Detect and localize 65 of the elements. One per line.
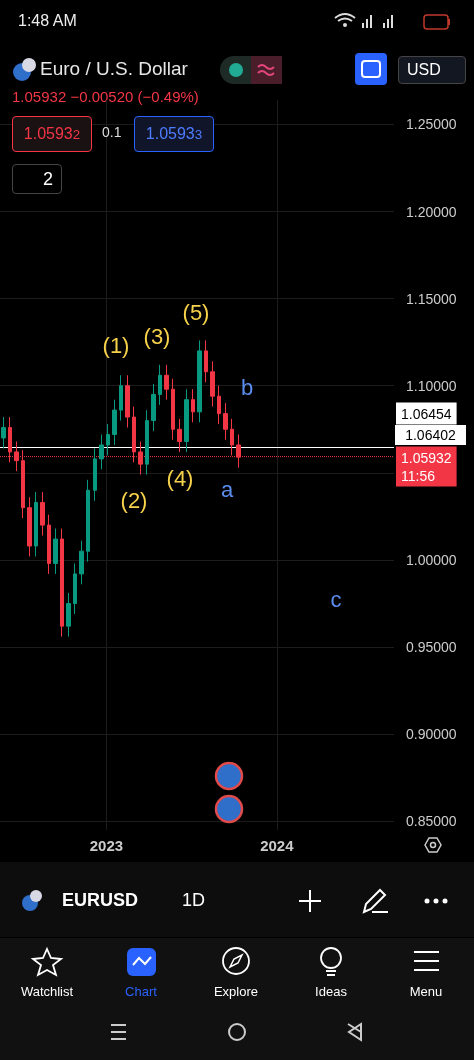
x-tick-label: 2023 (89, 837, 124, 854)
text: EURUSD (62, 890, 139, 911)
candlestick (197, 339, 202, 423)
y-tick-label: 0.85000 (406, 813, 457, 830)
text: 1.06402 (395, 425, 466, 445)
candlestick (34, 491, 38, 557)
annotation: 0.1 (102, 124, 122, 140)
candlestick (204, 339, 208, 383)
candlestick (210, 360, 215, 408)
annotation: (3) (143, 324, 171, 350)
y-tick-label: 1.00000 (406, 551, 457, 568)
annotation: a (220, 477, 234, 503)
text: USD (398, 56, 466, 84)
chart-title: Euro / U.S. Dollar (40, 58, 188, 80)
text: Chart (124, 984, 158, 999)
candlestick (66, 592, 71, 638)
ref-line-label: 1.05932 11:56 (401, 449, 452, 484)
candlestick (223, 402, 228, 441)
y-tick-label: 1.15000 (406, 290, 457, 307)
y-tick-label: 1.20000 (406, 203, 457, 220)
text: Explore (212, 984, 260, 999)
candlestick (112, 399, 117, 446)
candlestick (184, 388, 189, 453)
candlestick (177, 418, 182, 453)
y-tick-label: 1.25000 (406, 116, 457, 133)
annotation: (2) (120, 488, 148, 514)
text: Watchlist (19, 984, 75, 999)
candlestick (1, 416, 6, 449)
candlestick (53, 528, 58, 575)
candlestick (125, 374, 130, 429)
candlestick (73, 562, 77, 615)
candlestick (191, 388, 195, 423)
candlestick (79, 540, 84, 585)
candlestick (99, 434, 104, 470)
candlestick (151, 383, 156, 432)
candlestick (171, 378, 175, 441)
annotation: (1) (102, 333, 130, 359)
candlestick (47, 514, 51, 575)
candlestick (119, 374, 123, 422)
candlestick (106, 423, 110, 456)
text: Ideas (314, 984, 348, 999)
candlestick (86, 479, 90, 563)
ref-line-label: 1.06454 (401, 405, 452, 422)
y-tick-label: 0.90000 (406, 726, 457, 743)
candlestick (93, 447, 97, 502)
y-tick-label: 1.10000 (406, 377, 457, 394)
candlestick (217, 385, 221, 425)
y-tick-label: 0.95000 (406, 639, 457, 656)
annotation: b (240, 375, 254, 401)
chart-subtitle: 1.05932 −0.00520 (−0.49%) (12, 88, 199, 105)
candlestick (158, 364, 162, 406)
annotation: 2 (12, 164, 62, 194)
candlestick (60, 528, 64, 638)
x-tick-label: 2024 (260, 837, 295, 854)
candlestick (145, 409, 149, 476)
annotation: (4) (166, 466, 194, 492)
candlestick (164, 364, 169, 401)
candlestick (27, 496, 32, 557)
annotation: (5) (182, 300, 210, 326)
text: 1D (182, 890, 206, 911)
candlestick (230, 418, 234, 456)
candlestick (40, 491, 45, 537)
annotation: c (330, 587, 342, 613)
text: Menu (408, 984, 444, 999)
text: 1:48 AM (18, 12, 77, 30)
